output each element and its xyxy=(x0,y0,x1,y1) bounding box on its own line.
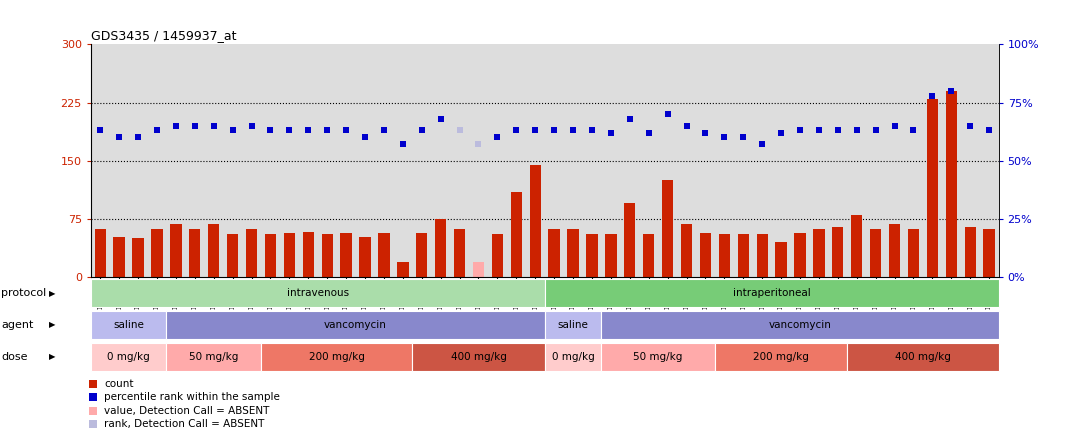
Text: 50 mg/kg: 50 mg/kg xyxy=(633,352,682,362)
Text: 200 mg/kg: 200 mg/kg xyxy=(309,352,364,362)
Text: value, Detection Call = ABSENT: value, Detection Call = ABSENT xyxy=(105,406,269,416)
Bar xyxy=(606,234,616,277)
Bar xyxy=(454,229,466,277)
Bar xyxy=(847,343,999,371)
Bar xyxy=(530,165,540,277)
Bar xyxy=(984,229,994,277)
Bar xyxy=(738,234,749,277)
Bar xyxy=(359,237,371,277)
Bar xyxy=(545,279,999,307)
Bar xyxy=(719,234,731,277)
Bar xyxy=(889,224,900,277)
Bar xyxy=(246,229,257,277)
Bar xyxy=(714,343,847,371)
Bar xyxy=(113,237,125,277)
Text: 200 mg/kg: 200 mg/kg xyxy=(753,352,810,362)
Text: 50 mg/kg: 50 mg/kg xyxy=(189,352,238,362)
Bar xyxy=(132,238,144,277)
Text: protocol: protocol xyxy=(1,288,46,298)
Text: saline: saline xyxy=(113,320,144,330)
Bar xyxy=(756,234,768,277)
Bar xyxy=(170,224,182,277)
Bar xyxy=(601,343,714,371)
Bar xyxy=(813,229,824,277)
Bar xyxy=(927,99,938,277)
Text: GDS3435 / 1459937_at: GDS3435 / 1459937_at xyxy=(91,29,236,42)
Text: 0 mg/kg: 0 mg/kg xyxy=(552,352,595,362)
Bar xyxy=(91,311,167,339)
Bar xyxy=(412,343,545,371)
Bar xyxy=(284,233,295,277)
Bar xyxy=(378,233,390,277)
Bar xyxy=(870,229,881,277)
Bar xyxy=(167,311,545,339)
Text: 0 mg/kg: 0 mg/kg xyxy=(107,352,150,362)
Text: ▶: ▶ xyxy=(49,289,56,297)
Bar xyxy=(832,226,844,277)
Text: vancomycin: vancomycin xyxy=(324,320,387,330)
Bar xyxy=(473,262,484,277)
Text: 400 mg/kg: 400 mg/kg xyxy=(451,352,506,362)
Text: count: count xyxy=(105,379,134,389)
Text: 400 mg/kg: 400 mg/kg xyxy=(895,352,951,362)
Bar xyxy=(945,91,957,277)
Text: ▶: ▶ xyxy=(49,321,56,329)
Bar xyxy=(341,233,351,277)
Text: agent: agent xyxy=(1,320,33,330)
Bar xyxy=(964,226,976,277)
Bar xyxy=(586,234,598,277)
Bar xyxy=(511,192,522,277)
Bar xyxy=(908,229,920,277)
Bar xyxy=(189,229,201,277)
Text: intravenous: intravenous xyxy=(286,288,349,298)
Bar xyxy=(227,234,238,277)
Text: vancomycin: vancomycin xyxy=(769,320,831,330)
Bar xyxy=(91,343,167,371)
Bar xyxy=(261,343,412,371)
Bar xyxy=(681,224,692,277)
Bar xyxy=(567,229,579,277)
Bar xyxy=(851,215,863,277)
Bar xyxy=(795,233,805,277)
Bar xyxy=(435,219,446,277)
Bar xyxy=(95,229,106,277)
Bar xyxy=(775,242,787,277)
Bar xyxy=(601,311,999,339)
Bar xyxy=(208,224,219,277)
Bar xyxy=(167,343,261,371)
Bar xyxy=(549,229,560,277)
Text: ▶: ▶ xyxy=(49,353,56,361)
Text: intraperitoneal: intraperitoneal xyxy=(733,288,811,298)
Bar xyxy=(265,234,277,277)
Bar xyxy=(700,233,711,277)
Bar xyxy=(624,203,635,277)
Bar xyxy=(545,311,601,339)
Bar xyxy=(643,234,655,277)
Bar xyxy=(545,343,601,371)
Bar xyxy=(321,234,333,277)
Bar xyxy=(417,233,427,277)
Text: rank, Detection Call = ABSENT: rank, Detection Call = ABSENT xyxy=(105,419,265,429)
Text: percentile rank within the sample: percentile rank within the sample xyxy=(105,392,280,402)
Bar xyxy=(152,229,162,277)
Bar xyxy=(302,232,314,277)
Bar xyxy=(91,279,545,307)
Text: dose: dose xyxy=(1,352,28,362)
Text: saline: saline xyxy=(557,320,588,330)
Bar xyxy=(662,180,673,277)
Bar xyxy=(397,262,408,277)
Bar xyxy=(491,234,503,277)
